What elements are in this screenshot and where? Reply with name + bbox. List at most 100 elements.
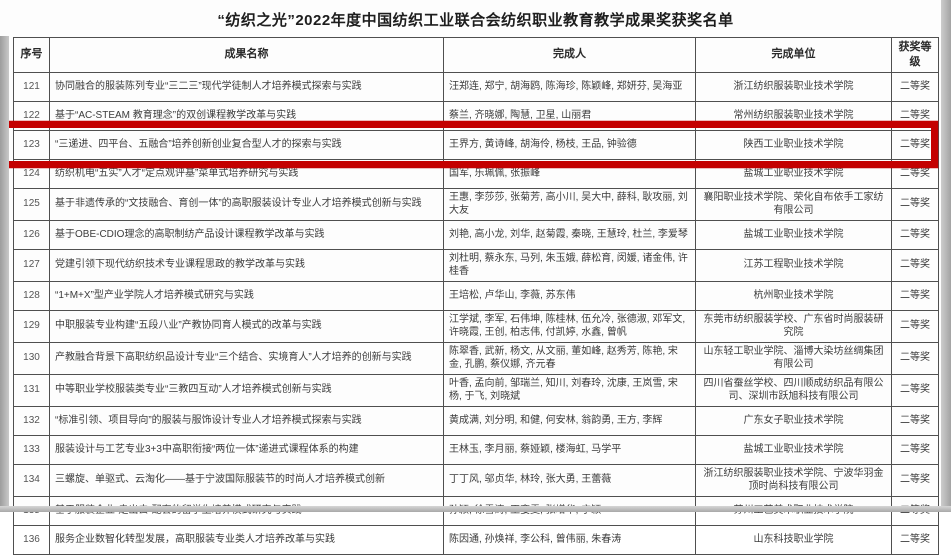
cell-completing-unit: 常州纺织服装职业技术学院: [695, 100, 892, 131]
cell-award-grade: 二等奖: [891, 341, 939, 375]
table-row: 124 纺织机电“五实”人才“定点观评基”菜单式培养研究与实践 国军, 乐珮佩,…: [13, 158, 939, 189]
cell-serial-number: 130: [13, 341, 50, 375]
cell-achievement-name: 基于“AC-STEAM 教育理念”的双创课程教学改革与实践: [49, 100, 444, 131]
cell-completing-unit: 山东科技职业学院: [695, 524, 892, 555]
cell-award-grade: 二等奖: [891, 373, 939, 407]
header-cell-people: 完成人: [443, 37, 696, 73]
cell-completers: 陈翠香, 武新, 杨文, 从文丽, 董如峰, 赵秀芳, 陈艳, 宋金, 孔鹏, …: [443, 341, 696, 375]
cell-serial-number: 131: [13, 373, 50, 407]
cell-completers: 黄成满, 刘分明, 和健, 何安林, 翁韵勇, 王方, 李辉: [443, 405, 696, 436]
table-row: 126 基于OBE-CDIO理念的高职制纺产品设计课程教学改革与实践 刘艳, 高…: [13, 219, 939, 250]
cell-completers: 陈因通, 孙焕祥, 李公科, 曾伟丽, 朱春涛: [443, 524, 696, 555]
cell-completing-unit: 广东女子职业技术学院: [695, 405, 892, 436]
cell-completers: 王林玉, 李月丽, 蔡娅颖, 楼海虹, 马学平: [443, 434, 696, 465]
cell-award-grade: 二等奖: [891, 280, 939, 311]
cell-completers: 国军, 乐珮佩, 张振峰: [443, 158, 696, 189]
table-row: 128 “1+M+X”型产业学院人才培养模式研究与实践 王培松, 卢华山, 李薇…: [13, 280, 939, 311]
cell-serial-number: 121: [13, 71, 50, 102]
cell-award-grade: 二等奖: [891, 463, 939, 497]
cell-serial-number: 125: [13, 187, 50, 221]
cell-completers: 蔡兰, 齐晓娜, 陶慧, 卫星, 山丽君: [443, 100, 696, 131]
cell-achievement-name: 基于OBE-CDIO理念的高职制纺产品设计课程教学改革与实践: [49, 219, 444, 250]
cell-serial-number: 122: [13, 100, 50, 131]
cell-achievement-name: “1+M+X”型产业学院人才培养模式研究与实践: [49, 280, 444, 311]
cell-award-grade: 二等奖: [891, 309, 939, 343]
cell-achievement-name: 中等职业学校服装类专业“三教四互动”人才培养模式创新与实践: [49, 373, 444, 407]
scan-edge-right: [941, 0, 951, 512]
cell-serial-number: 126: [13, 219, 50, 250]
cell-achievement-name: 基于非遗传承的“文技融合、育创一体”的高职服装设计专业人才培养模式创新与实践: [49, 187, 444, 221]
cell-serial-number: 132: [13, 405, 50, 436]
header-cell-grade: 获奖等级: [891, 37, 939, 73]
table-row: 122 基于“AC-STEAM 教育理念”的双创课程教学改革与实践 蔡兰, 齐晓…: [13, 100, 939, 131]
award-table: 序号 成果名称 完成人 完成单位 获奖等级 121 协同融合的服装陈列专业“三二…: [13, 37, 939, 555]
header-cell-no: 序号: [13, 37, 50, 73]
cell-serial-number: 127: [13, 248, 50, 282]
cell-serial-number: 133: [13, 434, 50, 465]
table-row: 121 协同融合的服装陈列专业“三二三”现代学徒制人才培养模式探索与实践 汪郑连…: [13, 71, 939, 102]
scan-edge-left: [0, 36, 9, 512]
table-row: 130 产教融合背景下高职纺织品设计专业“三个结合、实境育人”人才培养的创新与实…: [13, 341, 939, 375]
table-row: 131 中等职业学校服装类专业“三教四互动”人才培养模式创新与实践 叶香, 孟向…: [13, 373, 939, 407]
cell-completers: 叶香, 孟向前, 邹瑞兰, 知川, 刘春玲, 沈康, 王岚雪, 宋杨, 于飞, …: [443, 373, 696, 407]
cell-award-grade: 二等奖: [891, 100, 939, 131]
table-row: 132 “标准引领、项目导向”的服装与服饰设计专业人才培养模式探索与实践 黄成满…: [13, 405, 939, 436]
table-row: 123 “三递进、四平台、五融合”培养创新创业复合型人才的探索与实践 王界方, …: [13, 129, 939, 160]
award-table-body: 121 协同融合的服装陈列专业“三二三”现代学徒制人才培养模式探索与实践 汪郑连…: [13, 71, 939, 555]
cell-completers: 江学斌, 李军, 石伟坤, 陈桂林, 伍允冷, 张德淑, 邓军文, 许晓霞, 王…: [443, 309, 696, 343]
cell-completers: 王培松, 卢华山, 李薇, 苏东伟: [443, 280, 696, 311]
header-cell-name: 成果名称: [49, 37, 444, 73]
cell-completing-unit: 盐城工业职业技术学院: [695, 219, 892, 250]
table-row: 134 三螺旋、单驱式、云淘化——基于宁波国际服装节的时尚人才培养模式创新 丁丁…: [13, 463, 939, 497]
cell-completing-unit: 襄阳职业技术学院、荣化自布依手工家纺有限公司: [695, 187, 892, 221]
cell-completing-unit: 山东轻工职业学院、淄博大染坊丝绸集团有限公司: [695, 341, 892, 375]
cell-achievement-name: 党建引领下现代纺织技术专业课程思政的教学改革与实践: [49, 248, 444, 282]
cell-award-grade: 二等奖: [891, 71, 939, 102]
cell-completing-unit: 盐城工业职业技术学院: [695, 158, 892, 189]
cell-completers: 刘艳, 高小龙, 刘华, 赵菊霞, 秦晓, 王慧玲, 杜兰, 李爱琴: [443, 219, 696, 250]
cell-completing-unit: 东莞市纺织服装学校、广东省时尚服装研究院: [695, 309, 892, 343]
cell-award-grade: 二等奖: [891, 434, 939, 465]
header-cell-unit: 完成单位: [695, 37, 892, 73]
cell-completers: 丁丁风, 邬贞华, 林玲, 张大勇, 王蕾薇: [443, 463, 696, 497]
cell-completing-unit: 四川省蚕丝学校、四川顺成纺织品有限公司、深圳市跃旭科技有限公司: [695, 373, 892, 407]
cell-award-grade: 二等奖: [891, 248, 939, 282]
cell-achievement-name: 三螺旋、单驱式、云淘化——基于宁波国际服装节的时尚人才培养模式创新: [49, 463, 444, 497]
cell-completing-unit: 杭州职业技术学院: [695, 280, 892, 311]
cell-achievement-name: 纺织机电“五实”人才“定点观评基”菜单式培养研究与实践: [49, 158, 444, 189]
cell-completing-unit: 浙江纺织服装职业技术学院、宁波华羽金顶时尚科技有限公司: [695, 463, 892, 497]
cell-achievement-name: 中职服装专业构建“五段八业”产教协同育人模式的改革与实践: [49, 309, 444, 343]
cell-completers: 汪郑连, 郑宁, 胡海鸥, 陈海珍, 陈颖峰, 郑妍芬, 吴海亚: [443, 71, 696, 102]
cell-serial-number: 123: [13, 129, 50, 160]
table-row: 136 服务企业数智化转型发展，高职服装专业类人才培养改革与实践 陈因通, 孙焕…: [13, 524, 939, 555]
cell-serial-number: 134: [13, 463, 50, 497]
cell-completing-unit: 盐城工业职业技术学院: [695, 434, 892, 465]
cell-achievement-name: “三递进、四平台、五融合”培养创新创业复合型人才的探索与实践: [49, 129, 444, 160]
cell-serial-number: 124: [13, 158, 50, 189]
header-row: 序号 成果名称 完成人 完成单位 获奖等级: [13, 37, 939, 73]
cell-completers: 刘杜明, 蔡永东, 马列, 朱玉娥, 薛松育, 闵媛, 诸金伟, 许桂香: [443, 248, 696, 282]
table-row: 133 服装设计与工艺专业3+3中高职衔接“两位一体”递进式课程体系的构建 王林…: [13, 434, 939, 465]
cell-achievement-name: “标准引领、项目导向”的服装与服饰设计专业人才培养模式探索与实践: [49, 405, 444, 436]
award-table-header: 序号 成果名称 完成人 完成单位 获奖等级: [13, 37, 939, 73]
cell-serial-number: 136: [13, 524, 50, 555]
cell-serial-number: 128: [13, 280, 50, 311]
cell-award-grade: 二等奖: [891, 524, 939, 555]
cell-award-grade: 二等奖: [891, 219, 939, 250]
cell-award-grade: 二等奖: [891, 158, 939, 189]
cell-award-grade: 二等奖: [891, 405, 939, 436]
cell-completing-unit: 陕西工业职业技术学院: [695, 129, 892, 160]
table-row: 129 中职服装专业构建“五段八业”产教协同育人模式的改革与实践 江学斌, 李军…: [13, 309, 939, 343]
cell-completing-unit: 浙江纺织服装职业技术学院: [695, 71, 892, 102]
cell-achievement-name: 产教融合背景下高职纺织品设计专业“三个结合、实境育人”人才培养的创新与实践: [49, 341, 444, 375]
cell-serial-number: 129: [13, 309, 50, 343]
table-row: 127 党建引领下现代纺织技术专业课程思政的教学改革与实践 刘杜明, 蔡永东, …: [13, 248, 939, 282]
cell-completers: 王界方, 黄诗峰, 胡海伶, 杨枝, 王品, 钟验德: [443, 129, 696, 160]
cell-achievement-name: 服务企业数智化转型发展，高职服装专业类人才培养改革与实践: [49, 524, 444, 555]
cell-award-grade: 二等奖: [891, 187, 939, 221]
document-title: “纺织之光”2022年度中国纺织工业联合会纺织职业教育教学成果奖获奖名单: [217, 12, 734, 29]
cell-achievement-name: 服装设计与工艺专业3+3中高职衔接“两位一体”递进式课程体系的构建: [49, 434, 444, 465]
table-row: 125 基于非遗传承的“文技融合、育创一体”的高职服装设计专业人才培养模式创新与…: [13, 187, 939, 221]
cell-award-grade: 二等奖: [891, 129, 939, 160]
